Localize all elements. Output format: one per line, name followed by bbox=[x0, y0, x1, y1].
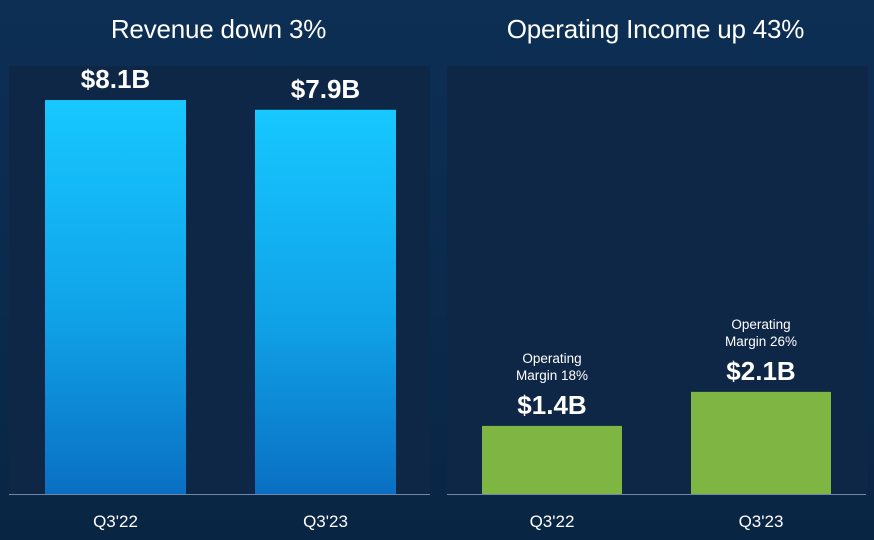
operating-income-annotation-2-line-1: Operating bbox=[731, 317, 790, 332]
operating-income-tick-label-1: Q3'22 bbox=[530, 512, 575, 531]
revenue-bar-2 bbox=[255, 109, 396, 494]
revenue-chart-title: Revenue down 3% bbox=[110, 14, 327, 44]
operating-income-chart-title: Operating Income up 43% bbox=[506, 14, 805, 44]
operating-income-annotation-2-line-2: Margin 26% bbox=[725, 334, 797, 349]
operating-income-annotation-1-line-1: Operating bbox=[522, 351, 581, 366]
operating-income-bar-1 bbox=[482, 425, 622, 494]
revenue-value-label-1: $8.1B bbox=[81, 64, 150, 94]
revenue-tick-label-2: Q3'23 bbox=[303, 512, 348, 531]
operating-income-value-label-1: $1.4B bbox=[517, 390, 586, 420]
operating-income-bar-2 bbox=[691, 391, 831, 494]
revenue-bar-1 bbox=[45, 100, 186, 494]
operating-income-value-label-2: $2.1B bbox=[726, 356, 795, 386]
revenue-value-label-2: $7.9B bbox=[291, 74, 360, 104]
operating-income-annotation-1-line-2: Margin 18% bbox=[516, 368, 588, 383]
operating-income-tick-label-2: Q3'23 bbox=[739, 512, 784, 531]
revenue-tick-label-1: Q3'22 bbox=[93, 512, 138, 531]
